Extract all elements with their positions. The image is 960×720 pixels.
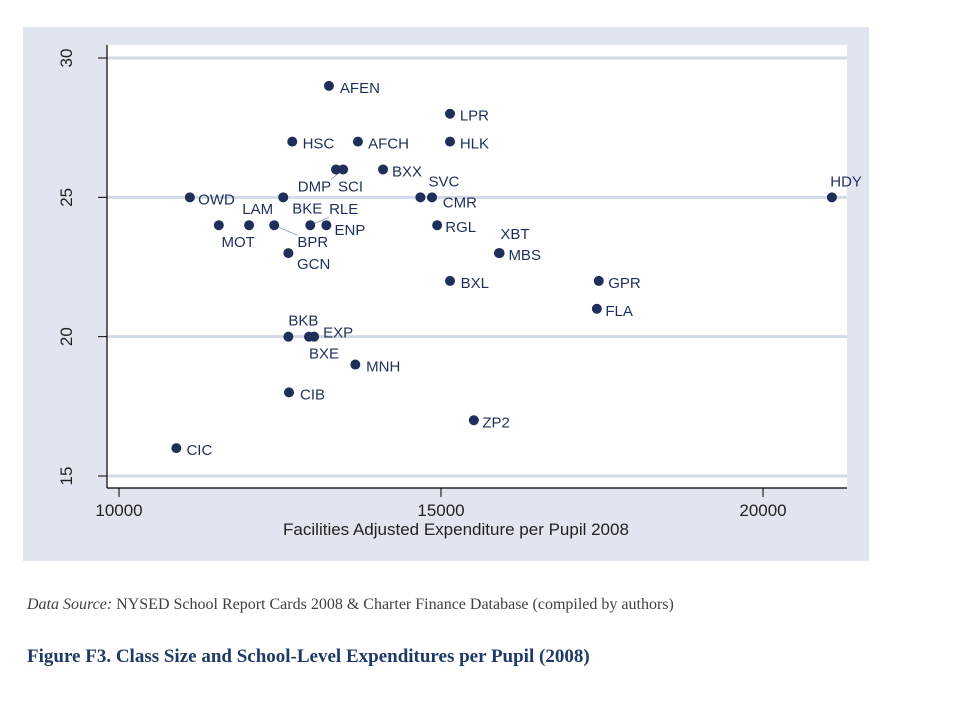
data-point-label: CMR <box>443 194 477 211</box>
data-point <box>350 359 361 370</box>
data-source-prefix: Data Source: <box>27 596 113 613</box>
y-tick-label: 15 <box>57 467 76 486</box>
data-point <box>321 220 332 231</box>
data-point-label: MNH <box>366 359 400 376</box>
data-source: Data Source: NYSED School Report Cards 2… <box>27 596 674 614</box>
data-point-label: BPR <box>297 234 328 251</box>
y-tick-label: 30 <box>57 49 76 68</box>
data-point-label: SVC <box>429 173 460 190</box>
data-point-label: HLK <box>460 136 489 153</box>
data-point <box>426 192 437 203</box>
data-point <box>283 331 294 342</box>
data-point <box>826 192 837 203</box>
data-point <box>338 164 349 175</box>
x-tick-label: 10000 <box>95 501 142 520</box>
data-point-label: MBS <box>508 247 541 264</box>
data-point <box>331 164 342 175</box>
data-point-label: BKE <box>292 200 322 217</box>
data-point-label: FLA <box>605 303 633 320</box>
data-point <box>432 220 443 231</box>
data-point-label: ZP2 <box>482 414 510 431</box>
data-point <box>593 275 604 286</box>
data-point-label: ENP <box>335 222 366 239</box>
data-point-label: XBT <box>500 226 529 243</box>
data-point-label: RGL <box>445 219 476 236</box>
data-point-label: DMP <box>298 178 331 195</box>
data-point-label: AFEN <box>340 80 380 97</box>
data-point <box>445 275 456 286</box>
data-source-text: NYSED School Report Cards 2008 & Charter… <box>112 596 674 613</box>
data-point-label: HSC <box>303 136 335 153</box>
data-point <box>213 220 224 231</box>
x-tick-label: 15000 <box>417 501 464 520</box>
data-point-label: GPR <box>608 275 641 292</box>
figure-caption: Figure F3. Class Size and School-Level E… <box>27 646 590 667</box>
data-point <box>283 248 294 259</box>
data-point-labels: AFEN LPR HSC AFCH HLK SCI DMP BXX OWD BKE SVC CMR HD… <box>186 80 861 459</box>
data-point-label: HDY <box>830 173 862 190</box>
data-point <box>415 192 426 203</box>
data-point <box>445 108 456 119</box>
data-point <box>591 303 602 314</box>
data-point-label: LAM <box>242 201 273 218</box>
data-point-label: BXL <box>461 275 489 292</box>
y-tick-label: 20 <box>57 327 76 346</box>
data-point-label: CIC <box>186 442 212 459</box>
data-point <box>284 387 295 398</box>
data-point-label: EXP <box>323 325 353 342</box>
data-point-label: GCN <box>297 256 330 273</box>
plot-area <box>107 45 847 488</box>
data-point <box>309 331 320 342</box>
data-point <box>184 192 195 203</box>
data-points <box>171 80 837 454</box>
data-point-label: BXE <box>309 346 339 363</box>
y-tick-label: 25 <box>57 188 76 207</box>
data-point <box>269 220 280 231</box>
data-point-label: SCI <box>338 178 363 195</box>
x-axis-label: Facilities Adjusted Expenditure per Pupi… <box>283 520 629 539</box>
data-point <box>494 248 505 259</box>
data-point-label: BXX <box>392 163 422 180</box>
data-point <box>171 443 182 454</box>
data-point <box>378 164 389 175</box>
data-point-label: LPR <box>460 108 489 125</box>
data-point <box>244 220 255 231</box>
data-point-label: OWD <box>198 191 235 208</box>
data-point <box>323 80 334 91</box>
data-point <box>287 136 298 147</box>
data-point-label: MOT <box>221 234 254 251</box>
data-point <box>305 220 316 231</box>
data-point-label: AFCH <box>368 136 409 153</box>
data-point-label: RLE <box>329 201 358 218</box>
data-point <box>352 136 363 147</box>
data-point <box>468 415 479 426</box>
data-point <box>445 136 456 147</box>
data-point <box>278 192 289 203</box>
data-point-label: CIB <box>300 386 325 403</box>
x-tick-label: 20000 <box>739 501 786 520</box>
data-point-label: BKB <box>288 313 318 330</box>
